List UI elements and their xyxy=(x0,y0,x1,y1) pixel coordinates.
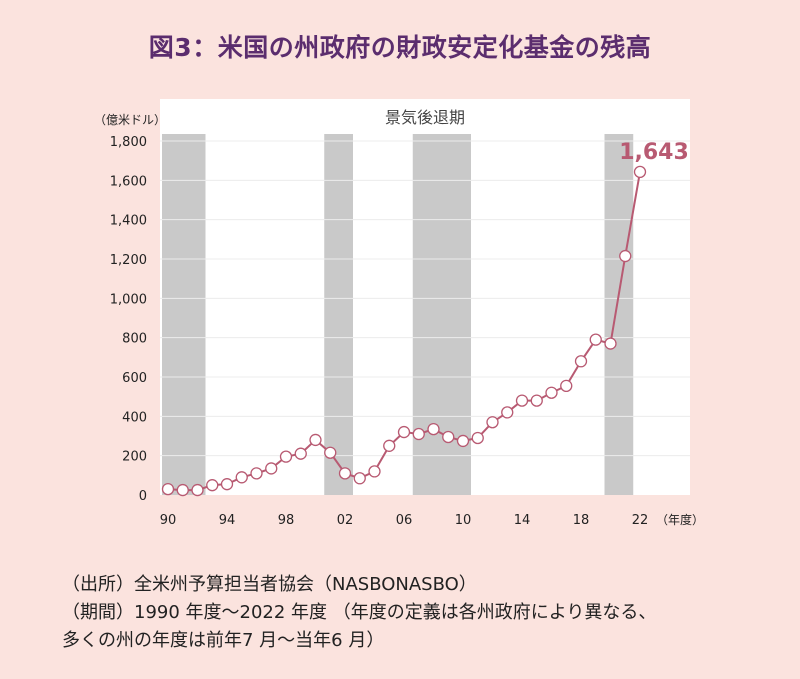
data-point xyxy=(619,249,632,263)
y-tick-label: 800 xyxy=(122,332,147,347)
data-point xyxy=(530,394,543,407)
data-point xyxy=(368,465,381,478)
data-point xyxy=(456,434,470,448)
data-point xyxy=(161,482,175,496)
chart-title: 図3：米国の州政府の財政安定化基金の残高 xyxy=(148,33,652,62)
gridlines xyxy=(160,140,690,457)
x-tick-label: 98 xyxy=(278,513,295,528)
data-point xyxy=(338,467,352,480)
y-tick-label: 200 xyxy=(122,450,147,465)
data-point xyxy=(294,447,307,460)
data-point xyxy=(353,472,366,485)
data-point xyxy=(383,439,396,452)
y-tick-labels: 0 200 400 600 800 1,000 1,200 1,400 1,600 1,800 xyxy=(110,135,147,504)
y-tick-label: 0 xyxy=(139,489,147,504)
x-tick-label: 90 xyxy=(160,513,177,528)
y-tick-label: 1,000 xyxy=(110,292,147,307)
data-point xyxy=(604,337,617,350)
data-point xyxy=(427,422,440,436)
data-point xyxy=(633,165,647,179)
data-point xyxy=(574,355,588,368)
x-tick-label: 18 xyxy=(573,513,590,528)
y-axis-label: （億米ドル） xyxy=(94,113,166,127)
data-point xyxy=(324,446,337,459)
data-point xyxy=(545,386,558,399)
y-tick-label: 1,600 xyxy=(110,174,147,189)
data-point xyxy=(309,433,322,447)
period-note-continued: 多くの州の年度は前年7 月～当年6 月） xyxy=(62,630,385,651)
data-point xyxy=(442,430,455,444)
data-point xyxy=(501,406,514,419)
recession-band xyxy=(162,134,206,495)
data-point xyxy=(265,462,278,475)
recession-band xyxy=(324,134,353,495)
data-point xyxy=(515,394,529,407)
data-point xyxy=(206,479,219,492)
x-tick-label: 14 xyxy=(514,513,531,528)
x-tick-label: 22 xyxy=(632,513,649,528)
y-tick-label: 1,200 xyxy=(110,253,147,268)
data-point xyxy=(560,379,573,393)
data-point xyxy=(176,483,189,497)
data-point xyxy=(397,425,411,439)
data-point xyxy=(250,467,263,480)
data-point xyxy=(220,478,234,491)
recession-label: 景気後退期 xyxy=(385,108,465,127)
data-point xyxy=(191,483,204,497)
last-value-annotation: 1,643 xyxy=(619,140,689,165)
y-tick-label: 1,800 xyxy=(110,135,147,150)
y-tick-label: 400 xyxy=(122,410,147,425)
x-tick-label: 06 xyxy=(396,513,413,528)
y-tick-label: 1,400 xyxy=(110,214,147,229)
data-point xyxy=(279,450,293,463)
data-point xyxy=(486,416,499,429)
x-tick-label: 10 xyxy=(455,513,472,528)
data-point xyxy=(412,427,425,441)
data-points xyxy=(161,165,647,497)
period-note: （期間）1990 年度～2022 年度 （年度の定義は各州政府により異なる、 xyxy=(62,602,657,623)
y-tick-label: 600 xyxy=(122,371,147,386)
data-point xyxy=(589,333,602,346)
x-tick-labels: 90 94 98 02 06 10 14 18 22 xyxy=(160,513,649,528)
x-tick-label: 94 xyxy=(219,513,236,528)
data-point xyxy=(235,471,248,484)
recession-band xyxy=(604,134,634,495)
x-tick-label: 02 xyxy=(337,513,354,528)
source-note: （出所）全米州予算担当者協会（NASBONASBO） xyxy=(62,574,477,595)
x-axis-label: （年度） xyxy=(656,512,704,527)
data-point xyxy=(471,431,484,445)
